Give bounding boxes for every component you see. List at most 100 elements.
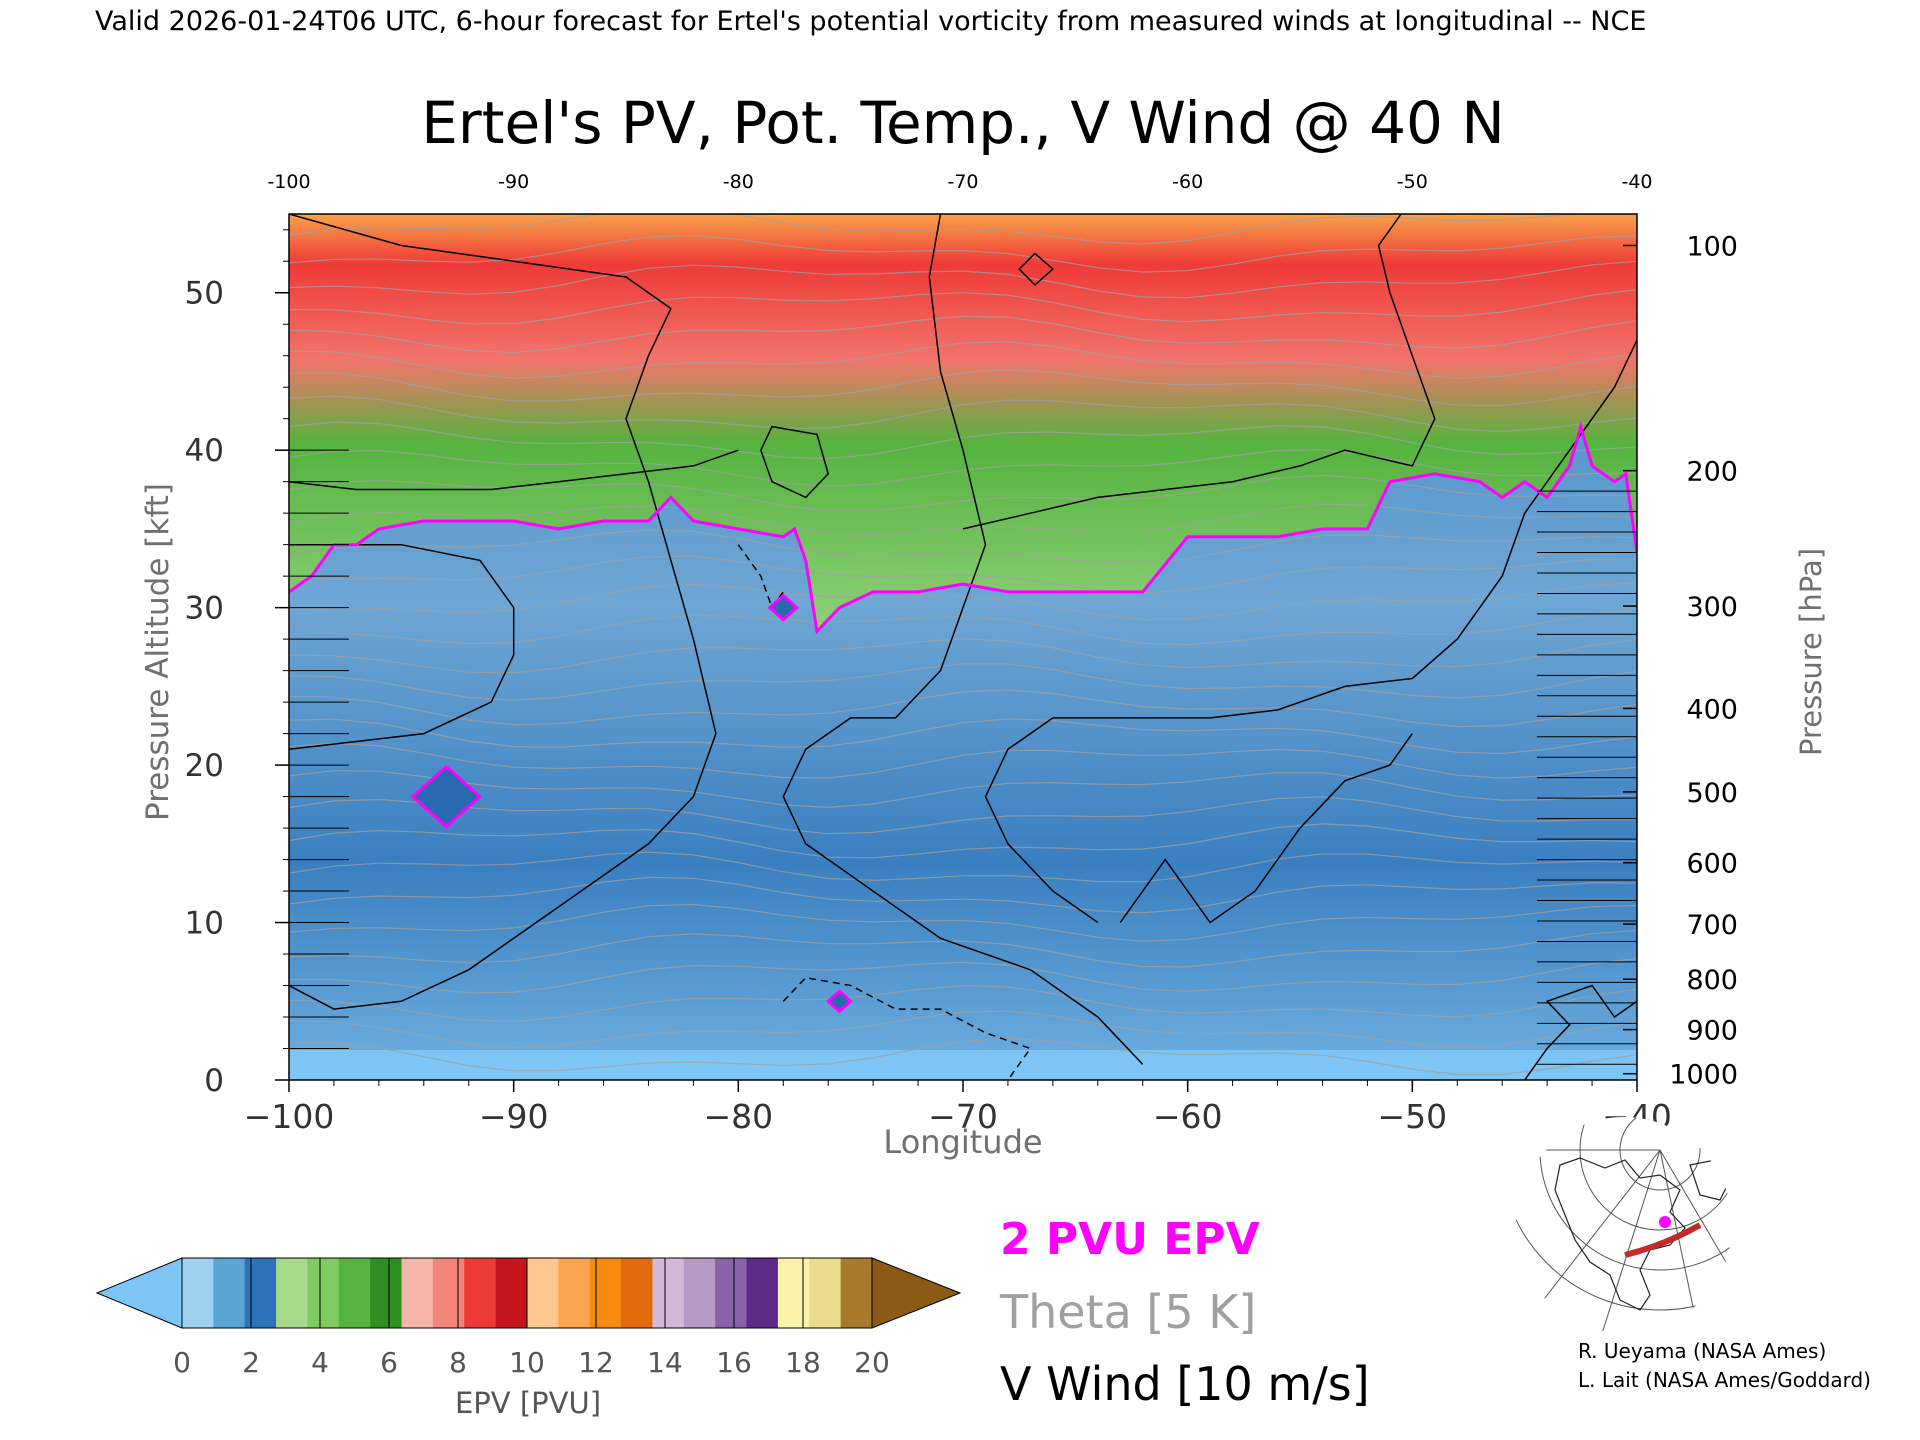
theta-contour: [289, 1037, 1637, 1076]
colorbar-under-arrow: [95, 1257, 183, 1329]
colorbar-over-arrow: [871, 1257, 962, 1329]
colorbar-swatch: [683, 1258, 716, 1328]
tropopause-2pvu-line: [289, 421, 1637, 635]
theta-contour: [289, 341, 1637, 379]
theta-contour: [289, 742, 1637, 779]
colorbar-swatch: [809, 1258, 842, 1328]
theta-contour: [289, 474, 1637, 512]
colorbar-tick-label: 4: [311, 1346, 329, 1379]
theta-contour: [289, 260, 1637, 299]
colorbar-tick-label: 12: [578, 1346, 614, 1379]
v-wind-contours: [289, 214, 1637, 1080]
theta-contour: [289, 1010, 1637, 1049]
plot-area: [289, 214, 1637, 1080]
theta-contour: [289, 395, 1637, 433]
credit-line-2: L. Lait (NASA Ames/Goddard): [1578, 1368, 1871, 1392]
colorbar-swatch: [495, 1258, 528, 1328]
x-tick-label: −90: [479, 1097, 549, 1136]
colorbar-swatch: [401, 1258, 434, 1328]
theta-contour: [289, 555, 1637, 594]
theta-contour: [289, 529, 1637, 564]
v-wind-contour: [289, 449, 739, 491]
pressure-tick-label: 200: [1686, 457, 1738, 488]
x-axis-bottom: −100 −90 −80 −70 −60 −50 −40: [244, 1080, 1672, 1136]
v-wind-contour: [1119, 733, 1413, 924]
location-marker-icon: [1659, 1216, 1671, 1228]
v-wind-contour: [1524, 984, 1637, 1080]
theta-contours: [289, 214, 1637, 1076]
colorbar-swatch: [777, 1258, 810, 1328]
theta-contour: [289, 368, 1637, 407]
y-axis-label-left: Pressure Altitude [kft]: [140, 483, 176, 821]
colorbar-tick-label: 2: [242, 1346, 260, 1379]
x-axis-label: Longitude: [883, 1123, 1042, 1161]
theta-contour: [289, 718, 1637, 755]
y-axis-left: 0 10 20 30 40 50: [185, 229, 349, 1099]
v-wind-contour: [782, 214, 1144, 1065]
pressure-tick-label: 800: [1686, 965, 1738, 996]
colorbar-tick-label: 6: [380, 1346, 398, 1379]
x-top-tick-label: -70: [947, 171, 978, 193]
theta-contour: [289, 234, 1637, 273]
colorbar-swatch: [527, 1258, 559, 1328]
colorbar-tick-label: 8: [449, 1346, 467, 1379]
theta-contour: [289, 289, 1637, 325]
pressure-tick-label: 600: [1686, 849, 1738, 880]
forecast-valid-line: Valid 2026-01-24T06 UTC, 6-hour forecast…: [95, 6, 1646, 37]
colorbar-tick-label: 18: [785, 1346, 821, 1379]
x-axis-top: -100 -90 -80 -70 -60 -50 -40: [267, 171, 1652, 193]
colorbar-swatch: [432, 1258, 465, 1328]
pressure-tick-label: 1000: [1669, 1060, 1738, 1091]
theta-contour: [289, 689, 1637, 728]
x-tick-label: −60: [1153, 1097, 1223, 1136]
pressure-tick-label: 400: [1686, 694, 1738, 725]
epv-anomaly-contour: [825, 989, 853, 1014]
theta-contour: [289, 903, 1637, 942]
colorbar-tick-label: 16: [716, 1346, 752, 1379]
stratosphere-high-pv-fill: [289, 214, 1637, 632]
x-tick-label: −70: [928, 1097, 998, 1136]
v-wind-contour: [962, 214, 1436, 530]
colorbar-swatch: [182, 1258, 214, 1328]
v-wind-contour: [289, 543, 515, 751]
y-axis-label-right: Pressure [hPa]: [1794, 548, 1828, 756]
theta-contour: [289, 663, 1637, 701]
pressure-tick-label: 100: [1686, 231, 1738, 262]
theta-contour: [289, 929, 1637, 968]
y-axis-right: 100 200 300 400 500 600 700 800 900 1000: [1537, 231, 1738, 1091]
v-wind-contour: [289, 214, 717, 1010]
chart-title: Ertel's PV, Pot. Temp., V Wind @ 40 N: [421, 89, 1504, 157]
colorbar-swatch: [621, 1258, 653, 1328]
colorbar-swatch: [652, 1258, 685, 1328]
colorbar-swatch: [213, 1258, 246, 1328]
colorbar-tick-label: 20: [854, 1346, 890, 1379]
y-tick-label: 40: [185, 433, 224, 469]
colorbar-tick-label: 14: [647, 1346, 683, 1379]
colorbar-swatch: [370, 1258, 403, 1328]
colorbar: 0 2 4 6 8 10 12 14 16 18 20: [95, 1257, 962, 1379]
pressure-tick-label: 500: [1686, 778, 1738, 809]
x-top-tick-label: -90: [498, 171, 529, 193]
x-tick-label: −50: [1378, 1097, 1448, 1136]
v-wind-contour-negative: [782, 976, 1032, 1080]
credit-line-1: R. Ueyama (NASA Ames): [1578, 1339, 1826, 1363]
x-top-tick-label: -50: [1397, 171, 1428, 193]
theta-contour: [289, 449, 1637, 487]
colorbar-tick-label: 10: [509, 1346, 545, 1379]
x-tick-label: −80: [704, 1097, 774, 1136]
theta-contour: [289, 796, 1637, 835]
x-top-tick-label: -60: [1172, 171, 1203, 193]
x-tick-label: −100: [244, 1097, 335, 1136]
colorbar-swatch: [746, 1258, 779, 1328]
colorbar-swatch: [464, 1258, 497, 1328]
surface-low-pv-band: [289, 1050, 1637, 1080]
pressure-tick-label: 300: [1686, 592, 1738, 623]
colorbar-swatch: [244, 1258, 277, 1328]
v-wind-contour: [1018, 252, 1055, 286]
theta-contour: [289, 214, 1587, 245]
theta-contour: [289, 876, 1637, 914]
y-tick-label: 20: [185, 748, 224, 784]
v-wind-contour: [760, 425, 830, 499]
theta-contour: [289, 957, 1637, 994]
